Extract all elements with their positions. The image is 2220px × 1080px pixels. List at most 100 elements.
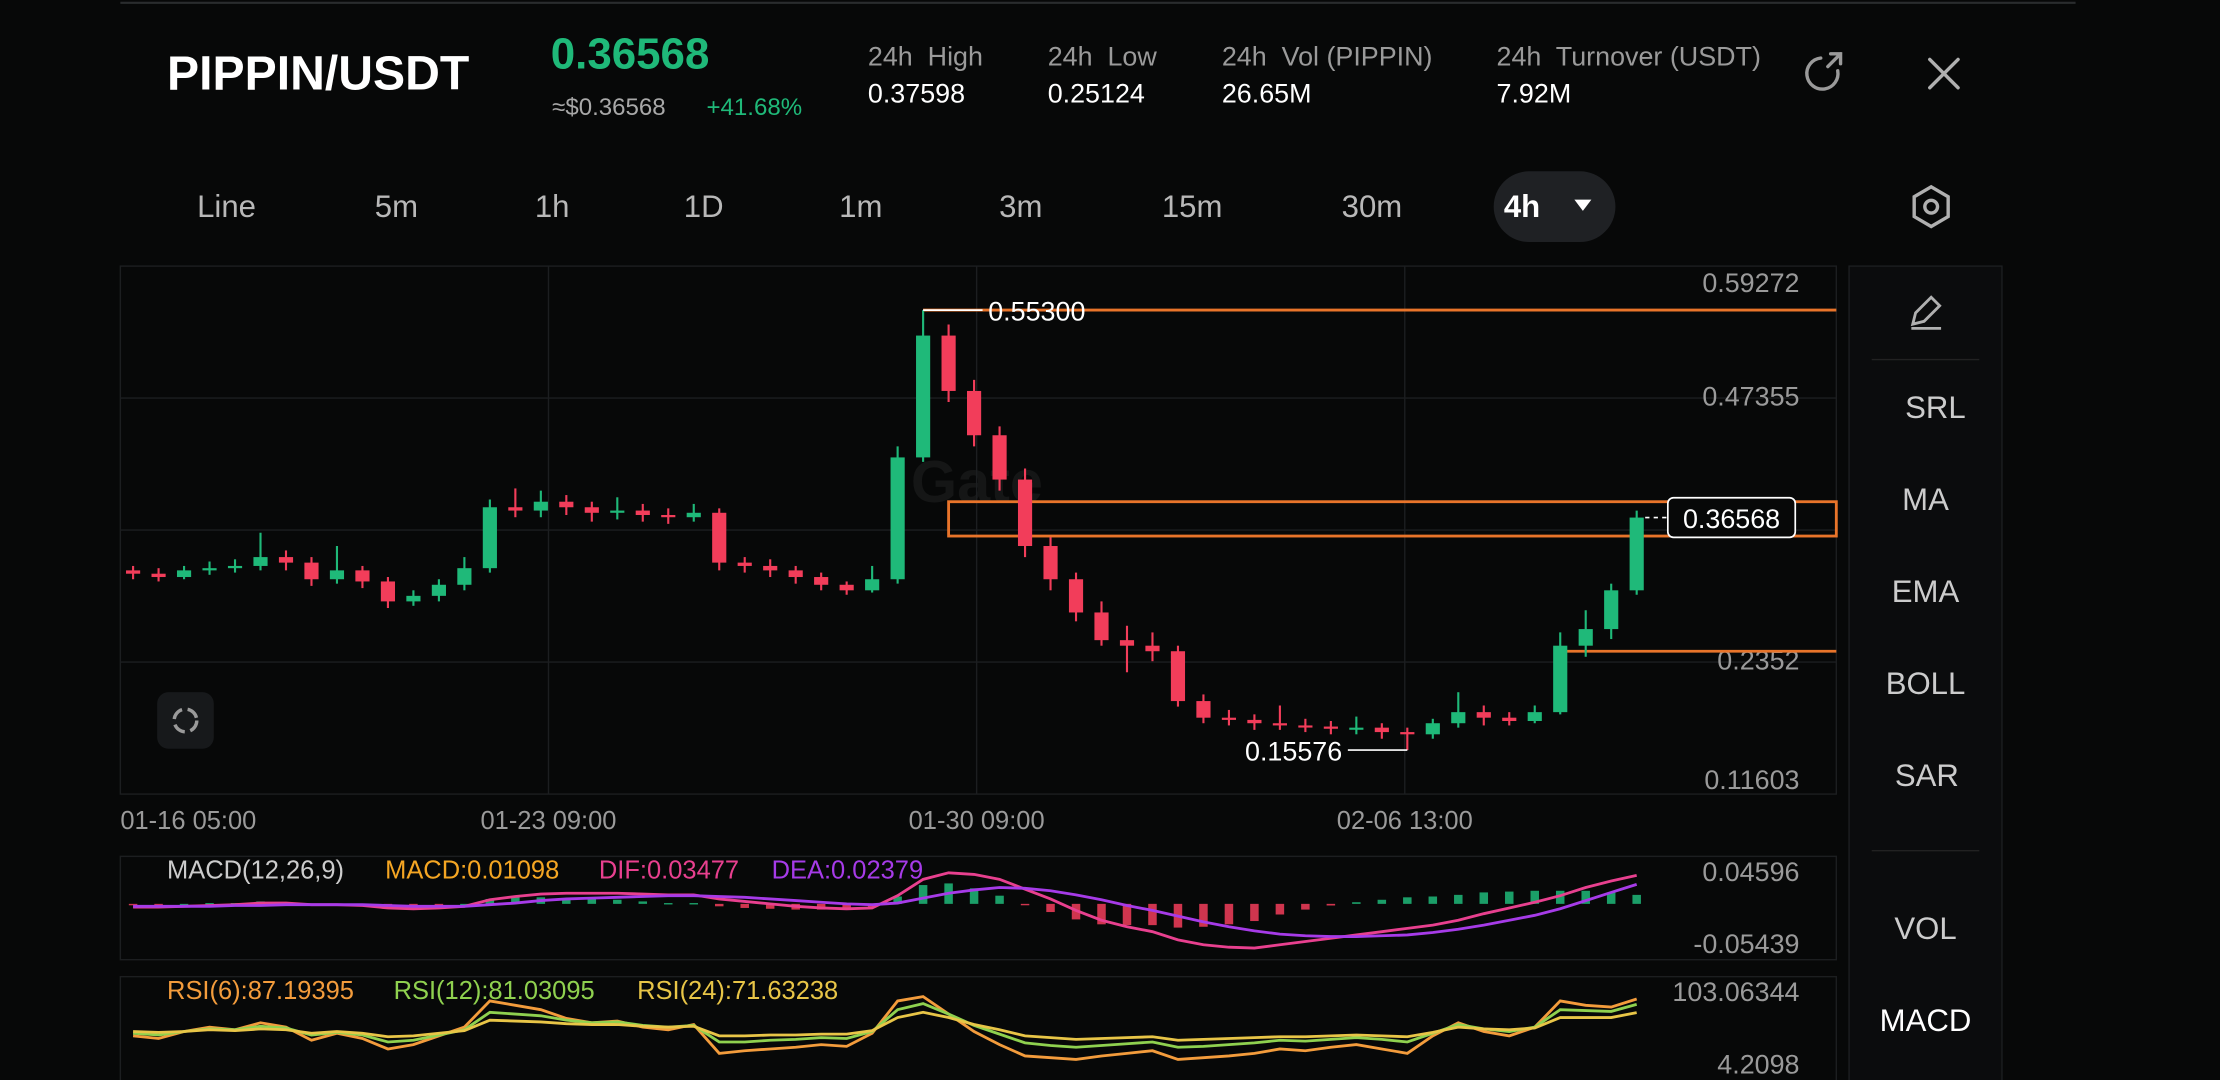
macd-bar [714,903,724,907]
candle-body [661,515,676,518]
candle-body [1400,732,1415,735]
macd-bar [740,903,749,908]
macd-bar [1606,892,1616,904]
candle-body [1451,712,1466,724]
candle-body [992,435,1007,480]
y-tick-label: 4.2098 [1717,1049,1799,1079]
drawn-box [947,500,1838,538]
macd-bar [485,898,495,904]
candle-body [457,568,472,585]
candle-body [253,557,268,566]
candle-body [1629,517,1644,591]
macd-bar [1454,894,1463,904]
candle-body [482,507,497,569]
macd-bar [1352,902,1361,904]
tab[interactable]: 5m [375,189,418,224]
candle-body [1221,717,1237,720]
candle-body [1578,629,1593,646]
macd-bar [460,903,469,906]
candle-body [1017,479,1033,547]
macd-bar [1479,892,1489,904]
tab[interactable]: 1m [839,189,882,224]
dropdown-caret[interactable] [1574,199,1592,211]
tab[interactable]: 4h [1504,189,1540,224]
macd-bar [1326,903,1336,906]
reset-button[interactable] [157,692,214,749]
macd-bar [689,903,698,905]
candle-body [1043,546,1058,580]
candle-body [839,584,854,591]
legend-entry: MACD:0.01098 [385,857,559,885]
rsi-line [132,995,1638,1061]
tab[interactable]: 1D [684,189,724,224]
active-tab-pill [1493,171,1616,243]
macd-bar [918,885,928,904]
macd-bar [205,903,214,905]
candle-body [406,595,421,602]
legend-entry: RSI(6):87.19395 [167,977,354,1005]
macd-bar [154,903,163,906]
candle-body [1604,590,1619,630]
macd-bar [1224,903,1234,925]
indicator-button[interactable]: BOLL [1886,666,1966,701]
min-label: 0.15576 [1245,736,1342,766]
macd-bar [1199,903,1208,927]
candle-body [1196,701,1211,718]
indicator-button[interactable]: EMA [1892,574,1960,609]
x-tick-label: 01-30 09:00 [909,807,1045,835]
tab[interactable]: 3m [999,189,1042,224]
indicator-button[interactable]: VOL [1894,911,1956,946]
settings-icon[interactable] [1912,184,1950,229]
stat-value: 0.37598 [868,78,965,108]
candle-body [1349,727,1364,730]
candle-body [304,562,319,580]
macd-bar [1122,903,1132,926]
macd-bar [1148,903,1157,926]
pair-title: PIPPIN/USDT [167,47,469,101]
macd-bar [638,901,648,904]
stat-label: 24h Vol (PIPPIN) [1222,42,1433,72]
macd-bar [1581,890,1590,904]
tab[interactable]: 1h [535,189,570,224]
share-icon[interactable] [1805,52,1843,91]
y-tick-label: 0.11603 [1704,765,1799,795]
macd-frame [119,855,1838,961]
macd-bar [1377,899,1387,904]
macd-line [133,871,1637,950]
macd-bar [1250,903,1259,922]
indicator-button[interactable]: SRL [1905,390,1966,425]
macd-bar [1301,903,1310,910]
candle-body [1527,712,1542,722]
indicator-button[interactable]: SAR [1895,758,1959,793]
macd-bar [1097,903,1106,925]
last-price: 0.36568 [551,29,710,78]
close-icon[interactable] [1928,57,1960,90]
y-tick-label: 103.06344 [1672,977,1799,1007]
tab[interactable]: 30m [1342,189,1403,224]
legend-entry: DIF:0.03477 [599,857,739,885]
macd-bar [1530,890,1539,904]
candle-body [202,568,217,571]
macd-bar [128,903,138,906]
candle-body [788,570,803,578]
y-tick-label: 0.04596 [1702,857,1799,887]
tab[interactable]: Line [197,189,256,224]
legend-entry: RSI(24):71.63238 [637,977,838,1005]
candle-body [1170,651,1186,702]
candle-body [329,570,345,580]
rsi-line [132,1002,1638,1049]
indicator-button[interactable]: MA [1902,482,1949,517]
draw-icon[interactable] [1910,295,1942,330]
macd-bar [995,895,1004,904]
tab[interactable]: 15m [1162,189,1223,224]
stat-value: 26.65M [1222,78,1312,108]
rsi-frame [119,975,1838,1080]
candle-body [508,507,523,511]
legend-entry: RSI(12):81.03095 [394,977,595,1005]
macd-bar [842,903,851,909]
indicator-button[interactable]: MACD [1880,1003,1972,1038]
macd-bar [893,896,902,904]
macd-bar [613,899,622,904]
max-label: 0.55300 [988,297,1085,327]
macd-bar [969,888,979,904]
